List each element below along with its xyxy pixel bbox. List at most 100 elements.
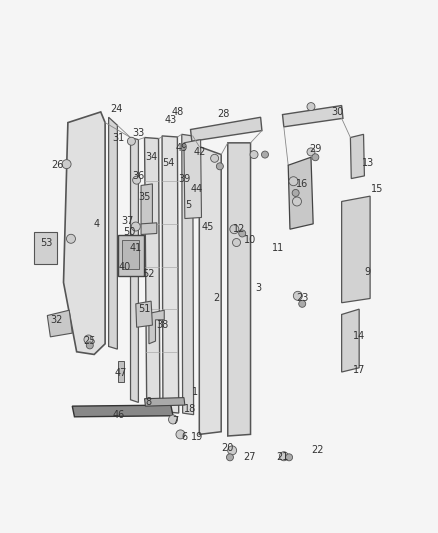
Text: 10: 10	[244, 235, 256, 245]
Polygon shape	[141, 223, 157, 235]
Text: 5: 5	[185, 200, 191, 210]
Text: 48: 48	[171, 107, 184, 117]
Text: 45: 45	[202, 222, 214, 231]
Circle shape	[176, 430, 185, 439]
Polygon shape	[72, 405, 173, 417]
Polygon shape	[131, 138, 138, 402]
Text: 35: 35	[138, 192, 151, 202]
Text: 31: 31	[112, 133, 124, 142]
Text: 2: 2	[214, 294, 220, 303]
Circle shape	[261, 151, 268, 158]
Text: 1: 1	[192, 387, 198, 397]
Text: 40: 40	[119, 262, 131, 271]
Text: 8: 8	[146, 398, 152, 407]
Circle shape	[299, 300, 306, 308]
Text: 22: 22	[311, 446, 324, 455]
Text: 12: 12	[233, 224, 245, 234]
Text: 36: 36	[132, 171, 144, 181]
Circle shape	[293, 197, 301, 206]
Circle shape	[133, 176, 141, 184]
Text: 23: 23	[296, 294, 308, 303]
Text: 37: 37	[121, 216, 133, 226]
Bar	[122, 240, 139, 269]
Text: 25: 25	[84, 336, 96, 346]
Circle shape	[169, 415, 177, 424]
Circle shape	[86, 342, 93, 349]
Circle shape	[293, 292, 302, 300]
Text: 19: 19	[191, 432, 203, 442]
Polygon shape	[350, 134, 364, 179]
Text: 14: 14	[353, 331, 365, 341]
Text: 42: 42	[193, 147, 205, 157]
Text: 44: 44	[191, 184, 203, 194]
Circle shape	[216, 163, 223, 170]
Text: 15: 15	[371, 184, 383, 194]
Polygon shape	[191, 117, 262, 141]
Circle shape	[127, 137, 135, 146]
Text: 33: 33	[132, 128, 144, 138]
Text: 46: 46	[112, 410, 124, 419]
Text: 52: 52	[143, 270, 155, 279]
Polygon shape	[288, 157, 313, 229]
Text: 28: 28	[217, 109, 230, 118]
Bar	[118, 235, 144, 276]
Circle shape	[279, 452, 288, 461]
Polygon shape	[162, 136, 179, 413]
Text: 39: 39	[178, 174, 190, 183]
Polygon shape	[64, 112, 105, 354]
Text: 34: 34	[145, 152, 157, 162]
Polygon shape	[342, 196, 370, 303]
Text: 51: 51	[138, 304, 151, 314]
Circle shape	[211, 154, 219, 163]
Bar	[34, 232, 57, 264]
Text: 26: 26	[51, 160, 63, 170]
Circle shape	[239, 230, 246, 237]
Polygon shape	[145, 398, 185, 406]
Text: 54: 54	[162, 158, 175, 167]
Polygon shape	[136, 301, 152, 327]
Polygon shape	[342, 309, 359, 372]
Polygon shape	[141, 184, 152, 225]
Circle shape	[230, 225, 239, 233]
Text: 13: 13	[362, 158, 374, 167]
Text: 30: 30	[331, 107, 343, 117]
Text: 50: 50	[123, 227, 135, 237]
Circle shape	[286, 454, 293, 461]
Bar	[118, 361, 124, 382]
Text: 47: 47	[114, 368, 127, 378]
Polygon shape	[199, 147, 221, 434]
Text: 16: 16	[296, 179, 308, 189]
Text: 41: 41	[130, 243, 142, 253]
Circle shape	[226, 454, 233, 461]
Circle shape	[289, 177, 298, 185]
Polygon shape	[228, 143, 251, 436]
Polygon shape	[184, 140, 201, 219]
Circle shape	[228, 446, 237, 455]
Text: 3: 3	[255, 283, 261, 293]
Circle shape	[307, 102, 315, 111]
Polygon shape	[283, 106, 343, 127]
Text: 43: 43	[165, 115, 177, 125]
Polygon shape	[182, 134, 194, 415]
Text: 7: 7	[172, 416, 178, 426]
Text: 29: 29	[309, 144, 321, 154]
Text: 4: 4	[93, 219, 99, 229]
Text: 6: 6	[181, 432, 187, 442]
Text: 17: 17	[353, 366, 365, 375]
Circle shape	[312, 154, 319, 161]
Text: 18: 18	[184, 405, 197, 414]
Text: 53: 53	[40, 238, 52, 247]
Polygon shape	[47, 310, 72, 337]
Text: 11: 11	[272, 243, 284, 253]
Text: 9: 9	[365, 267, 371, 277]
Text: 27: 27	[244, 453, 256, 462]
Text: 32: 32	[51, 315, 63, 325]
Text: 38: 38	[156, 320, 168, 330]
Text: 49: 49	[176, 143, 188, 153]
Polygon shape	[145, 138, 160, 410]
Circle shape	[131, 222, 140, 231]
Polygon shape	[149, 310, 164, 344]
Circle shape	[67, 235, 75, 243]
Polygon shape	[109, 117, 117, 349]
Circle shape	[250, 150, 258, 159]
